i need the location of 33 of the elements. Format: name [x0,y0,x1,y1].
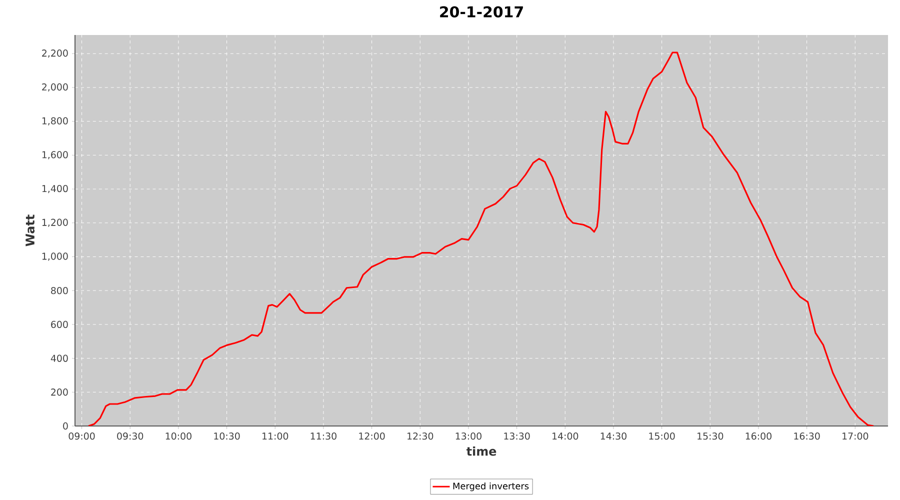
x-tick-label: 17:00 [842,432,868,440]
x-tick-label: 15:00 [649,432,675,440]
x-tick-label: 11:30 [310,432,336,440]
y-tick-label: 1,400 [42,184,68,194]
x-tick-label: 14:30 [600,432,626,440]
x-tick-label: 15:30 [698,432,724,440]
y-tick-label: 200 [51,388,68,396]
x-tick-label: 14:00 [552,432,578,440]
x-tick-label: 09:30 [117,432,144,440]
y-tick-label: 1,000 [42,252,68,261]
x-tick-label: 16:00 [746,432,772,440]
x-tick-label: 12:00 [359,432,385,440]
legend-label: Merged inverters [453,482,529,492]
y-tick-label: 2,200 [42,50,68,58]
y-tick-label: 0 [63,422,68,430]
x-tick-label: 10:00 [166,432,192,440]
x-tick-label: 16:30 [794,432,820,440]
chart-title: 20-1-2017 [440,6,523,18]
y-tick-label: 400 [50,354,68,362]
x-tick-label: 09:00 [68,432,95,440]
x-tick-label: 13:30 [504,432,530,440]
x-tick-label: 11:00 [262,432,288,440]
y-tick-label: 1,600 [42,151,68,160]
x-tick-label: 12:30 [408,432,434,440]
y-tick-label: 2,000 [42,83,68,92]
x-tick-label: 10:30 [214,432,240,440]
x-axis-title: time [466,446,496,456]
y-tick-label: 1,800 [42,117,68,126]
y-tick-label: 1,200 [42,218,68,227]
y-axis-title: Watt [26,214,35,246]
x-tick-label: 13:00 [456,432,482,440]
y-tick-label: 800 [51,287,68,294]
y-tick-label: 600 [51,320,68,328]
